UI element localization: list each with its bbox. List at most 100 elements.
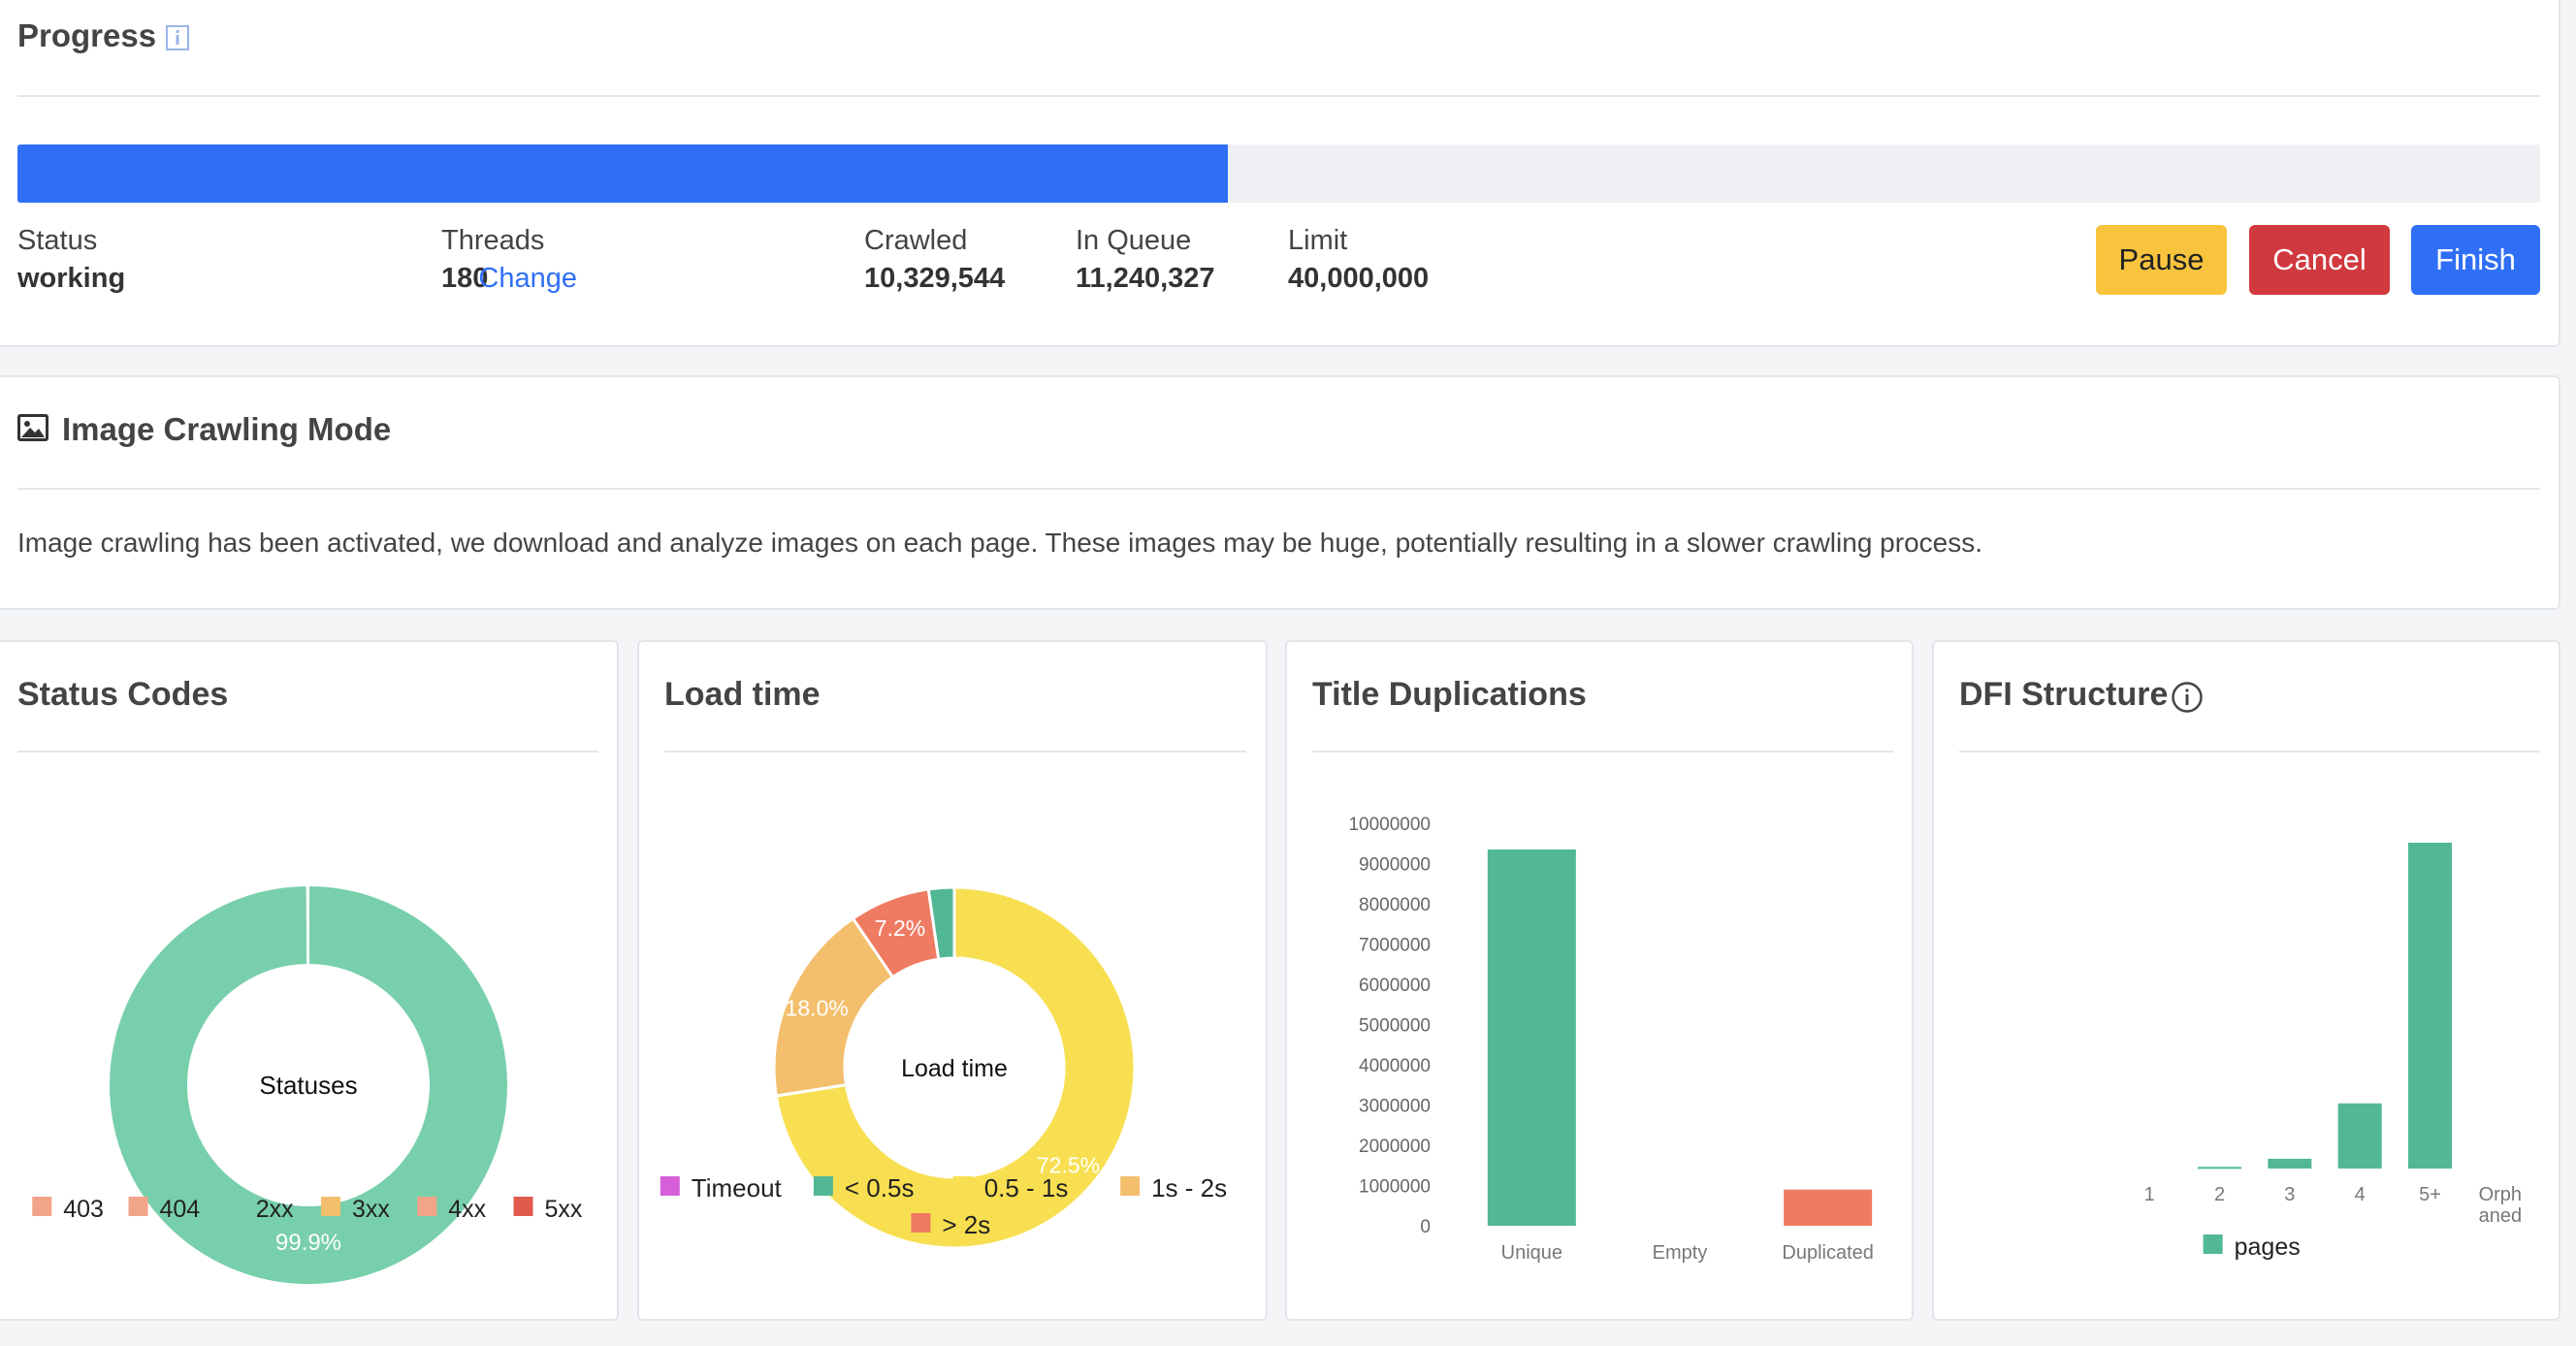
slice-label: 99.9%	[275, 1230, 341, 1256]
y-tick-label: 9000000	[1359, 855, 1431, 876]
legend-swatch	[911, 1213, 931, 1233]
progress-divider	[17, 95, 2540, 97]
legend-label: 403	[63, 1196, 104, 1223]
crawled-value: 10,329,544	[864, 263, 1006, 294]
image-mode-divider	[17, 488, 2540, 490]
load-time-card: Load time 72.5% 18.0% 7.2% Load time Timeout…	[637, 640, 1268, 1321]
legend-swatch	[660, 1176, 680, 1196]
progress-card: Progress Status working Threads 180Chang…	[0, 0, 2560, 347]
x-tick-label: aned	[2479, 1205, 2523, 1227]
donut-slice	[926, 885, 956, 961]
load-time-divider	[664, 751, 1246, 753]
image-icon	[17, 414, 48, 441]
legend-label: 404	[160, 1196, 201, 1223]
change-threads-link[interactable]: Change	[478, 263, 577, 294]
donut-center-label: Statuses	[259, 1071, 357, 1100]
threads-label: Threads	[441, 225, 545, 256]
dfi-structure-card: DFI Structure 10000000900000080000007000…	[1932, 640, 2560, 1321]
image-crawling-card: Image Crawling Mode Image crawling has b…	[0, 375, 2560, 610]
x-tick-label: Duplicated	[1782, 1242, 1874, 1264]
y-tick-label: 4000000	[1359, 1056, 1431, 1076]
x-tick-label: 1	[2144, 1184, 2155, 1205]
status-codes-divider	[17, 751, 598, 753]
y-tick-label: 8000000	[1359, 895, 1431, 915]
status-codes-chart: Statuses 99.9% 403 404 2xx 3xx 4xx 5xx	[32, 883, 583, 1286]
in-queue-label: In Queue	[1076, 225, 1192, 256]
donut-slice	[107, 883, 509, 1286]
progress-title: Progress	[17, 17, 157, 53]
bar	[2268, 1158, 2312, 1169]
y-tick-label: 6000000	[1359, 976, 1431, 996]
in-queue-value: 11,240,327	[1076, 263, 1215, 294]
info-icon[interactable]	[166, 25, 189, 50]
pause-button[interactable]: Pause	[2096, 225, 2227, 295]
title-duplications-divider	[1312, 751, 1893, 753]
legend-swatch	[2203, 1234, 2223, 1254]
status-codes-card: Status Codes Statuses 99.9% 403 404 2xx 3xx 4x…	[0, 640, 619, 1321]
legend-swatch	[513, 1197, 533, 1216]
bar	[1784, 1189, 1873, 1226]
image-mode-description: Image crawling has been activated, we do…	[17, 528, 1982, 558]
donut-center-label: Load time	[901, 1055, 1008, 1082]
legend-label: 1s - 2s	[1151, 1173, 1227, 1202]
y-tick-label: 2000000	[1359, 1137, 1431, 1157]
info-circle-icon[interactable]	[2171, 681, 2204, 714]
legend-swatch	[321, 1197, 340, 1216]
load-time-title: Load time	[664, 676, 821, 713]
legend-swatch	[1120, 1176, 1141, 1196]
legend-label: 5xx	[545, 1196, 583, 1223]
bar	[2408, 843, 2452, 1169]
limit-value: 40,000,000	[1288, 263, 1430, 294]
legend-label: < 0.5s	[845, 1173, 915, 1202]
slice-label: 72.5%	[1037, 1152, 1100, 1177]
legend-swatch	[128, 1197, 148, 1216]
image-mode-title: Image Crawling Mode	[62, 411, 392, 447]
threads-count: 180	[441, 263, 489, 294]
legend-label: pages	[2235, 1234, 2301, 1261]
legend-label: 0.5 - 1s	[984, 1173, 1069, 1202]
crawled-label: Crawled	[864, 225, 968, 256]
legend-swatch	[952, 1176, 973, 1196]
dfi-structure-divider	[1959, 751, 2540, 753]
y-tick-label: 5000000	[1359, 1016, 1431, 1037]
x-tick-label: 5+	[2419, 1184, 2441, 1205]
title-duplications-chart: 1000000090000008000000700000060000005000…	[1348, 815, 1874, 1264]
donut-slice	[774, 885, 1137, 1250]
x-tick-label: Unique	[1501, 1242, 1562, 1264]
y-tick-label: 7000000	[1359, 936, 1431, 956]
status-value: working	[17, 263, 126, 294]
bar	[2198, 1167, 2241, 1170]
title-duplications-card: Title Duplications 10000000 9000000 800000…	[1285, 640, 1914, 1321]
y-tick-label: 1000000	[1359, 1177, 1431, 1198]
y-tick-label: 10000000	[1348, 815, 1431, 835]
x-tick-label: Orph	[2479, 1184, 2522, 1205]
bar	[1487, 849, 1576, 1226]
x-tick-label: Empty	[1653, 1242, 1708, 1264]
y-tick-label: 3000000	[1359, 1097, 1431, 1117]
legend-label: 3xx	[352, 1196, 390, 1223]
finish-button[interactable]: Finish	[2411, 225, 2540, 295]
legend-label: 2xx	[256, 1196, 294, 1223]
donut-slice	[306, 883, 309, 967]
legend-swatch	[417, 1197, 437, 1216]
legend-label: 4xx	[448, 1196, 486, 1223]
dfi-structure-chart: 1000000090000008000000700000060000005000…	[2144, 843, 2523, 1261]
bar	[2337, 1103, 2382, 1169]
x-tick-label: 2	[2214, 1184, 2225, 1205]
legend-swatch	[224, 1197, 244, 1216]
cancel-button[interactable]: Cancel	[2249, 225, 2390, 295]
status-label: Status	[17, 225, 98, 256]
legend-label: > 2s	[942, 1210, 990, 1239]
legend-swatch	[813, 1176, 833, 1196]
x-tick-label: 4	[2355, 1184, 2366, 1205]
legend-swatch	[32, 1197, 52, 1216]
dfi-structure-title: DFI Structure	[1959, 676, 2169, 713]
status-codes-title: Status Codes	[17, 676, 229, 713]
limit-label: Limit	[1288, 225, 1348, 256]
progress-bar	[17, 144, 2540, 203]
y-tick-label: 0	[1420, 1217, 1431, 1237]
legend-label: Timeout	[692, 1173, 783, 1202]
progress-bar-fill	[17, 144, 1229, 203]
title-duplications-title: Title Duplications	[1312, 676, 1587, 713]
slice-label: 7.2%	[875, 915, 925, 941]
